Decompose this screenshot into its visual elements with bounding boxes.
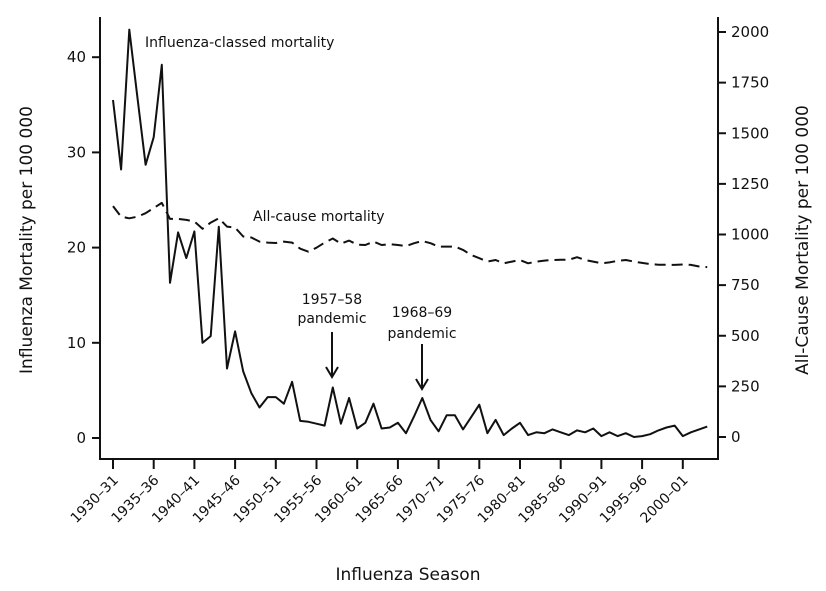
series-lines xyxy=(113,30,707,438)
annotation-all-cause: All-cause mortality xyxy=(253,209,385,225)
y-right-tick-label: 250 xyxy=(731,377,760,395)
y-left-tick-label: 10 xyxy=(67,334,86,352)
influenza-mortality-line xyxy=(113,30,707,437)
annotation-pandemic-1957-label: pandemic xyxy=(297,311,366,327)
annotation-pandemic-1968-year: 1968–69 xyxy=(392,305,452,321)
y-left-tick-label: 0 xyxy=(76,429,86,447)
y-axis-right-title: All-Cause Mortality per 100 000 xyxy=(793,105,813,375)
y-left-tick-label: 30 xyxy=(67,143,86,161)
y-right-tick-label: 1250 xyxy=(731,175,769,193)
y-right-tick-label: 750 xyxy=(731,276,760,294)
annotation-influenza: Influenza-classed mortality xyxy=(145,35,334,51)
y-left-tick-label: 20 xyxy=(67,239,86,257)
y-right-tick-label: 500 xyxy=(731,327,760,345)
annotation-pandemic-1968-label: pandemic xyxy=(387,326,456,342)
annotations: Influenza-classed mortality All-cause mo… xyxy=(145,35,457,389)
y-left-tick-label: 40 xyxy=(67,48,86,66)
y-right-tick-label: 1500 xyxy=(731,124,769,142)
y-right-tick-label: 1000 xyxy=(731,226,769,244)
y-right-tick-label: 1750 xyxy=(731,74,769,92)
arrow-1957 xyxy=(326,332,338,377)
x-axis-title: Influenza Season xyxy=(336,565,481,585)
annotation-pandemic-1957-year: 1957–58 xyxy=(302,292,362,308)
y-right-tick-label: 2000 xyxy=(731,23,769,41)
arrow-1968 xyxy=(416,344,428,389)
all-cause-mortality-line xyxy=(113,203,707,267)
y-right-tick-label: 0 xyxy=(731,428,741,446)
y-axis-left-title: Influenza Mortality per 100 000 xyxy=(17,106,37,374)
